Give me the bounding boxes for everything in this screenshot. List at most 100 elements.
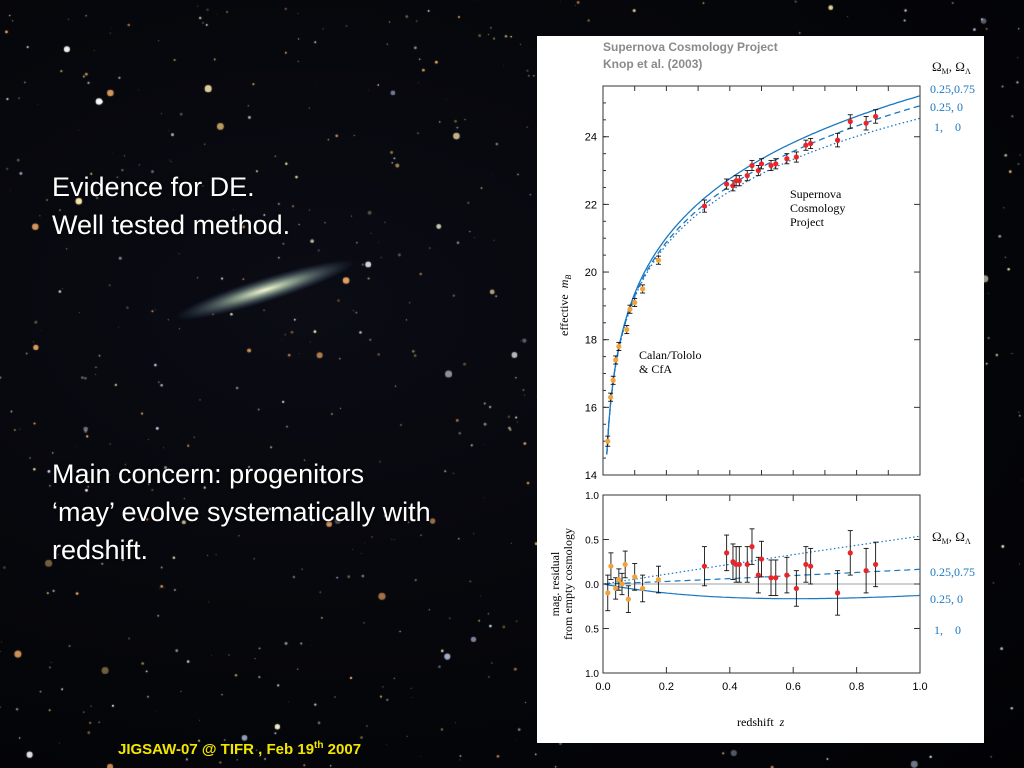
supernova-point bbox=[655, 576, 662, 583]
bottom-legend-entry-2: 0.25, 0 bbox=[930, 592, 963, 606]
footer-superscript: th bbox=[314, 740, 324, 751]
legend-sub-lambda: Λ bbox=[965, 67, 971, 76]
supernova-point bbox=[847, 118, 853, 125]
bottom-flat-lambda-curve bbox=[604, 583, 921, 600]
supernova-point bbox=[605, 438, 611, 444]
supernova-point bbox=[773, 161, 779, 167]
hubble-diagram-figure: Supernova Cosmology Project Knop et al. … bbox=[537, 36, 984, 743]
residual-bottom-panel: 1.0 0.5 0.0 0.5 1.0 0.0 0.2 0.4 0.6 0.8 1.0 mag. … bbox=[548, 491, 975, 729]
bottom-data-points bbox=[605, 528, 879, 616]
supernova-point bbox=[773, 575, 779, 581]
supernova-point bbox=[610, 377, 616, 383]
supernova-point bbox=[632, 299, 638, 306]
supernova-point bbox=[616, 576, 622, 583]
supernova-point bbox=[803, 142, 809, 148]
legend-omega: Ω bbox=[932, 529, 942, 544]
y-label-symbol: m bbox=[557, 279, 571, 288]
legend-sub-m: M bbox=[942, 537, 949, 546]
supernova-point bbox=[625, 596, 631, 602]
supernova-point bbox=[613, 585, 619, 592]
supernova-point bbox=[784, 156, 790, 162]
annotation-calan-line1: Calan/Tololo bbox=[639, 348, 701, 362]
legend-omega: Ω bbox=[932, 59, 942, 74]
top-legend-entry-1: 0.25,0.75 bbox=[930, 82, 975, 96]
bottom-x-axis-ticks: 0.0 0.2 0.4 0.6 0.8 1.0 bbox=[595, 495, 928, 693]
supernova-point bbox=[627, 306, 633, 312]
figure-header-line2: Knop et al. (2003) bbox=[603, 57, 702, 71]
supernova-point bbox=[730, 183, 736, 189]
top-legend-title: ΩM, ΩΛ bbox=[932, 59, 971, 76]
supernova-point bbox=[701, 563, 708, 569]
legend-sub-m: M bbox=[942, 67, 949, 76]
y-tick-label: 0.5 bbox=[585, 625, 599, 636]
top-y-axis-label: effective mB bbox=[557, 275, 573, 336]
figure-header-line1: Supernova Cosmology Project bbox=[603, 40, 778, 54]
footer-year: 2007 bbox=[323, 741, 362, 758]
supernova-point bbox=[808, 140, 814, 147]
supernova-point bbox=[701, 203, 708, 209]
supernova-point bbox=[749, 544, 755, 550]
legend-sep: , Ω bbox=[949, 59, 965, 74]
supernova-point bbox=[622, 561, 628, 568]
bottom-legend-entry-3: 1, 0 bbox=[934, 623, 961, 637]
x-tick-label: 0.8 bbox=[849, 681, 864, 693]
supernova-point bbox=[847, 550, 853, 556]
slide-footer: JIGSAW-07 @ TIFR , Feb 19th 2007 bbox=[118, 740, 361, 758]
bottom-y-axis-ticks: 1.0 0.5 0.0 0.5 1.0 bbox=[585, 491, 920, 680]
x-tick-label: 0.4 bbox=[722, 681, 737, 693]
annotation-scp-line2: Cosmology bbox=[790, 201, 845, 215]
supernova-point bbox=[768, 162, 774, 169]
supernova-point bbox=[873, 561, 879, 568]
top-legend-entry-3: 1, 0 bbox=[934, 120, 961, 134]
figure-svg: Supernova Cosmology Project Knop et al. … bbox=[548, 40, 975, 729]
supernova-point bbox=[624, 326, 630, 333]
y-tick-label: 20 bbox=[585, 267, 597, 279]
y-tick-label: 16 bbox=[585, 402, 597, 414]
x-tick-label: 0.6 bbox=[786, 681, 801, 693]
text-line: redshift. bbox=[52, 535, 149, 565]
supernova-point bbox=[758, 161, 765, 167]
legend-sub-lambda: Λ bbox=[965, 537, 971, 546]
supernova-point bbox=[808, 563, 814, 569]
y-tick-label: 1.0 bbox=[585, 491, 599, 502]
y-label-word: effective bbox=[557, 294, 571, 336]
annotation-calan-line2: & CfA bbox=[639, 362, 672, 376]
top-plot-frame bbox=[602, 85, 921, 476]
x-tick-label: 1.0 bbox=[912, 681, 927, 693]
x-tick-label: 0.2 bbox=[659, 681, 674, 693]
top-y-axis-ticks: 14 16 18 20 22 24 bbox=[585, 86, 921, 482]
supernova-point bbox=[803, 561, 809, 568]
footer-text: JIGSAW-07 @ TIFR , Feb 19 bbox=[118, 741, 315, 758]
supernova-point bbox=[863, 568, 869, 574]
supernova-point bbox=[736, 561, 742, 568]
hubble-diagram-top-panel: 14 16 18 20 22 24 effective mB Supernova Cosmo… bbox=[557, 59, 975, 482]
supernova-point bbox=[793, 154, 799, 160]
top-flat-lambda-curve bbox=[606, 95, 921, 455]
y-tick-label: 22 bbox=[585, 199, 597, 211]
supernova-point bbox=[655, 257, 662, 263]
bottom-legend-entry-1: 0.25,0.75 bbox=[930, 565, 975, 579]
y-tick-label: 0.0 bbox=[585, 580, 599, 591]
bottom-y-axis-label-line1: mag. residual bbox=[548, 551, 562, 616]
y-tick-label: 24 bbox=[585, 132, 597, 144]
text-line: ‘may’ evolve systematically with bbox=[52, 497, 431, 527]
supernova-point bbox=[736, 178, 742, 184]
y-label-subscript: B bbox=[564, 275, 573, 280]
supernova-point bbox=[768, 575, 774, 581]
x-label-word: redshift bbox=[737, 715, 774, 729]
top-data-points bbox=[605, 109, 879, 447]
supernova-point bbox=[758, 556, 765, 562]
top-legend-entry-2: 0.25, 0 bbox=[930, 100, 963, 114]
annotation-scp-line3: Project bbox=[790, 215, 825, 229]
supernova-point bbox=[619, 581, 625, 587]
supernova-point bbox=[724, 550, 730, 556]
y-tick-label: 0.5 bbox=[585, 536, 599, 547]
text-line: Well tested method. bbox=[52, 210, 291, 240]
supernova-point bbox=[608, 394, 614, 400]
bottom-y-axis-label-line2: from empty cosmology bbox=[561, 528, 575, 640]
y-tick-label: 1.0 bbox=[585, 669, 599, 680]
supernova-point bbox=[613, 357, 619, 363]
supernova-point bbox=[616, 343, 622, 350]
supernova-point bbox=[834, 137, 841, 143]
supernova-point bbox=[640, 286, 646, 292]
